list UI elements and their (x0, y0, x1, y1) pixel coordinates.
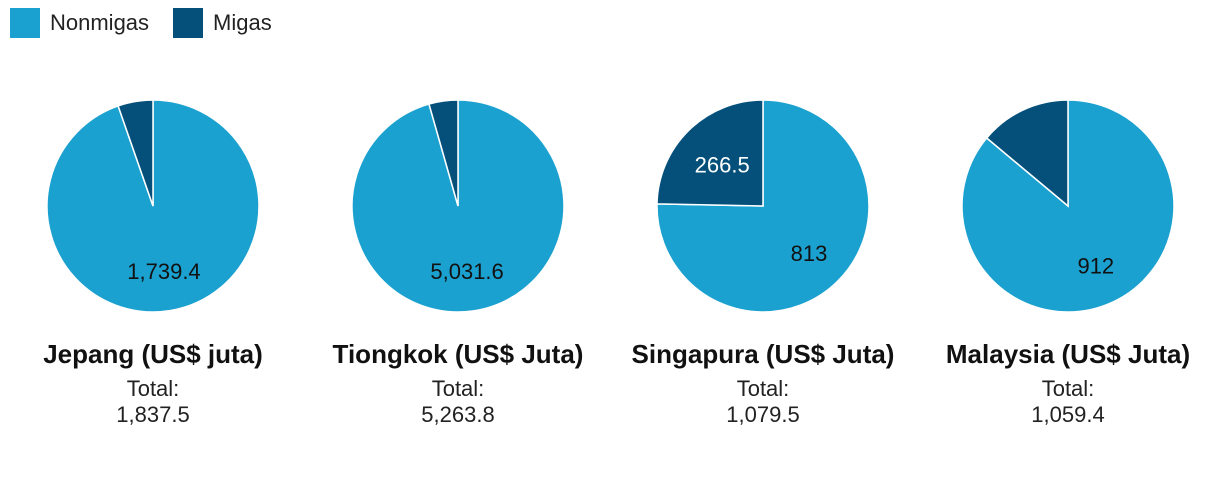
legend-item-nonmigas: Nonmigas (10, 8, 149, 38)
total-label-jepang: Total: (126, 376, 180, 401)
total-value-tiongkok: 5,263.8 (421, 402, 495, 427)
total-label-tiongkok: Total: (431, 376, 485, 401)
legend-swatch-migas (173, 8, 204, 38)
pie-slice-migas-malaysia (985, 99, 1069, 208)
pie-slice-migas-singapura (656, 99, 764, 207)
pie-chart-singapura: 813 266.5 (656, 99, 870, 313)
pie-slice-migas-jepang (117, 99, 154, 207)
total-value-singapura: 1,079.5 (726, 402, 800, 427)
pie-title-tiongkok: Tiongkok (US$ Juta) (332, 339, 584, 369)
pie-chart-malaysia: 912 (961, 99, 1175, 313)
pie-panel-tiongkok: 5,031.6 Tiongkok (US$ Juta) Total: 5,263… (308, 96, 608, 428)
legend-swatch-nonmigas (10, 8, 40, 38)
pie-panel-malaysia: 912 Malaysia (US$ Juta) Total: 1,059.4 (918, 96, 1218, 428)
pie-title-jepang: Jepang (US$ juta) (43, 339, 263, 369)
slice-label-migas-singapura: 266.5 (695, 152, 750, 177)
pie-panel-singapura: 813 266.5 Singapura (US$ Juta) Total: 1,0… (613, 96, 913, 428)
slice-label-nonmigas-jepang: 1,739.4 (127, 259, 200, 284)
total-value-jepang: 1,837.5 (116, 402, 190, 427)
legend: Nonmigas Migas (10, 8, 272, 38)
legend-label-migas: Migas (213, 10, 272, 35)
pie-chart-jepang: 1,739.4 (46, 99, 260, 313)
total-label-malaysia: Total: (1041, 376, 1095, 401)
pie-slice-nonmigas-singapura (656, 99, 870, 313)
pie-title-malaysia: Malaysia (US$ Juta) (945, 339, 1191, 369)
slice-label-nonmigas-singapura: 813 (791, 241, 828, 266)
total-label-singapura: Total: (736, 376, 790, 401)
pie-slice-migas-tiongkok (428, 99, 459, 207)
slice-label-nonmigas-malaysia: 912 (1077, 254, 1114, 279)
pie-title-singapura: Singapura (US$ Juta) (631, 339, 895, 369)
pie-chart-tiongkok: 5,031.6 (351, 99, 565, 313)
legend-label-nonmigas: Nonmigas (50, 10, 150, 35)
legend-item-migas: Migas (173, 8, 272, 38)
slice-label-nonmigas-tiongkok: 5,031.6 (430, 259, 503, 284)
total-value-malaysia: 1,059.4 (1031, 402, 1105, 427)
pie-panel-jepang: 1,739.4 Jepang (US$ juta) Total: 1,837.5 (3, 96, 303, 428)
